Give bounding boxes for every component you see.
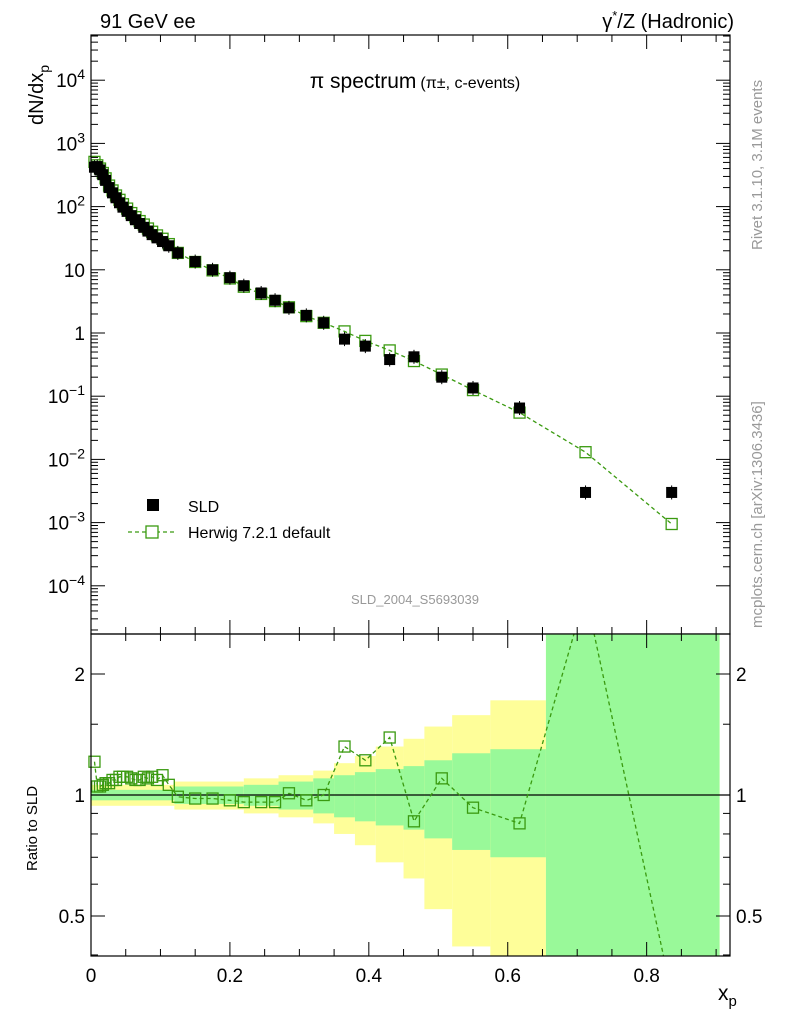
mc-point (579, 446, 592, 459)
ratio-panel: 0.5 0.5 1 1 2 2 0 0.2 0.4 0.6 0.8 Ratio to SLD xp (24, 633, 762, 1010)
stat-uncertainty-band (375, 769, 404, 826)
mc-ratio-point (268, 795, 282, 809)
ratio-y-axis-label: Ratio to SLD (24, 786, 41, 871)
y-tick-label: 10 (64, 261, 85, 282)
mc-ratio-point (137, 770, 150, 783)
mc-ratio-point (133, 773, 146, 787)
legend-marker-mc (145, 525, 159, 539)
ratio-y-tick-label-right: 0.5 (736, 907, 762, 928)
plot-title: π spectrum (π±, c-events) (310, 70, 521, 93)
ratio-y-tick-label-right: 2 (736, 665, 747, 686)
mc-series-line (93, 161, 673, 525)
y-tick-label: 10−1 (48, 382, 85, 408)
stat-uncertainty-band (334, 775, 355, 818)
mc-ratio-point (383, 731, 396, 744)
mc-ratio-point (223, 794, 237, 807)
mc-ratio-point (435, 772, 448, 785)
ratio-y-tick-label: 0.5 (59, 907, 85, 928)
analysis-tag: SLD_2004_S5693039 (351, 592, 479, 607)
header-left: 91 GeV ee (100, 11, 196, 33)
mc-ratio-point (359, 754, 372, 767)
mc-ratio-point (88, 755, 101, 768)
mc-ratio-point (206, 792, 219, 805)
mc-ratio-point (162, 778, 175, 791)
y-tick-label: 10−2 (48, 445, 85, 471)
main-plot-frame (90, 34, 731, 635)
x-tick-label: 0.4 (356, 966, 383, 987)
mc-ratio-point (407, 815, 421, 828)
ratio-y-tick-label: 2 (74, 665, 85, 686)
main-panel: 10−4 10−3 10−2 10−1 1 10 102 103 104 π spectrum(… (26, 34, 731, 635)
mc-ratio-point (237, 795, 250, 809)
mc-ratio-point (338, 740, 351, 753)
mc-ratio-point (300, 794, 313, 807)
legend-label-sld: SLD (188, 499, 219, 516)
legend-label-mc: Herwig 7.2.1 default (188, 525, 331, 542)
y-tick-label: 102 (56, 193, 85, 219)
stat-uncertainty-band (313, 778, 335, 814)
legend-marker-sld (147, 499, 159, 511)
x-tick-label: 0.6 (495, 966, 521, 987)
rivet-version-label: Rivet 3.1.10, 3.1M events (749, 80, 766, 250)
ratio-y-tick-label: 1 (74, 786, 85, 807)
y-tick-label: 103 (56, 129, 85, 155)
mc-ratio-point (513, 817, 526, 830)
x-tick-label: 0.8 (633, 966, 659, 987)
x-axis-label: xp (718, 982, 737, 1010)
stat-uncertainty-band (354, 772, 376, 822)
header-right: γ*/Z (Hadronic) (602, 8, 734, 33)
y-tick-label: 10−3 (48, 509, 85, 535)
mc-ratio-point (317, 788, 330, 802)
mc-ratio-point (466, 801, 480, 814)
y-tick-label: 10−4 (48, 572, 85, 598)
y-tick-label: 104 (56, 66, 85, 92)
mc-ratio-point (282, 787, 296, 800)
source-label: mcplots.cern.ch [arXiv:1306.3436] (749, 401, 766, 628)
mc-ratio-point (156, 769, 169, 782)
legend: SLD Herwig 7.2.1 default (128, 499, 331, 542)
y-axis-label: dN/dxp (26, 65, 52, 125)
mc-ratio-point (189, 792, 202, 805)
mc-ratio-point (171, 790, 184, 803)
mc-ratio-point (255, 795, 268, 809)
mc-ratio-point (141, 772, 155, 785)
y-tick-label: 1 (74, 324, 85, 345)
x-tick-label: 0 (86, 966, 97, 987)
stat-uncertainty-band (490, 749, 546, 858)
mc-ratio-point (120, 770, 134, 783)
mc-ratio-point (125, 772, 138, 785)
ratio-y-tick-label-right: 1 (736, 786, 747, 807)
mc-point (665, 517, 678, 531)
x-tick-label: 0.2 (217, 966, 243, 987)
mc-ratio-point (102, 777, 116, 790)
